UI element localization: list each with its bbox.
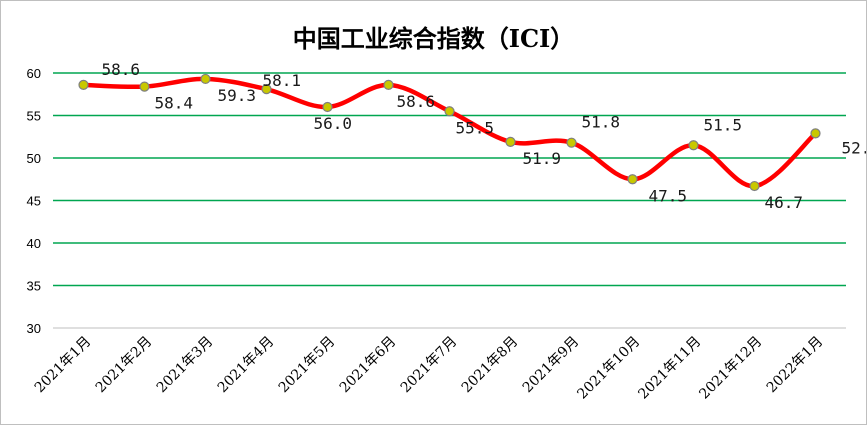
data-labels: 58.6 58.4 59.3 58.1 56.0 58.6 55.5 51.9 51.8 47.5… [102,60,867,212]
data-label: 58.4 [155,94,194,113]
data-point [200,73,211,85]
data-label: 46.7 [765,193,804,212]
x-tick-label: 2021年4月 [215,334,278,397]
x-tick-label: 2021年1月 [32,334,95,397]
data-point [383,79,394,91]
data-point [261,84,272,95]
data-label: 58.6 [102,60,141,79]
data-point [444,106,455,117]
data-label: 58.1 [263,71,302,90]
data-label: 51.5 [704,115,743,134]
data-point [810,128,821,139]
x-tick-label: 2021年11月 [635,334,704,403]
data-point [627,174,638,185]
y-axis-ticks: 30 35 40 45 50 55 60 [27,66,41,336]
data-label: 56.0 [314,114,353,133]
x-tick-label: 2021年10月 [574,334,643,403]
chart-title: 中国工业综合指数（ICI） [292,24,575,53]
data-label: 51.9 [523,149,562,168]
x-tick-label: 2021年3月 [154,334,217,397]
data-label: 59.3 [218,86,257,105]
data-point [78,79,89,91]
data-point [139,81,150,92]
data-label: 55.5 [456,118,495,137]
data-markers [78,73,821,192]
data-label: 58.6 [397,92,436,111]
data-point [749,180,760,192]
y-tick-label: 55 [27,109,41,124]
x-tick-label: 2021年6月 [337,334,400,397]
y-tick-label: 35 [27,279,41,294]
x-tick-label: 2021年7月 [398,334,461,397]
data-point [322,101,333,113]
data-point [505,136,516,147]
x-tick-label: 2021年5月 [276,334,339,397]
y-tick-label: 60 [27,66,41,81]
data-label: 51.8 [582,113,621,132]
data-label: 47.5 [649,186,688,205]
x-tick-label: 2021年9月 [520,334,583,397]
y-tick-label: 50 [27,151,41,166]
x-tick-label: 2021年8月 [459,334,522,397]
series-line [83,76,818,189]
data-label: 52.9 [842,138,867,157]
data-point [688,140,699,151]
data-point [566,137,577,148]
y-tick-label: 40 [27,236,41,251]
x-tick-label: 2022年1月 [764,334,827,397]
gridlines [53,72,846,287]
y-tick-label: 30 [27,321,41,336]
x-tick-label: 2021年12月 [696,334,765,403]
x-axis-ticks: 2021年1月2021年2月2021年3月2021年4月2021年5月2021年… [32,334,827,403]
x-tick-label: 2021年2月 [93,334,156,397]
y-tick-label: 45 [27,194,41,209]
